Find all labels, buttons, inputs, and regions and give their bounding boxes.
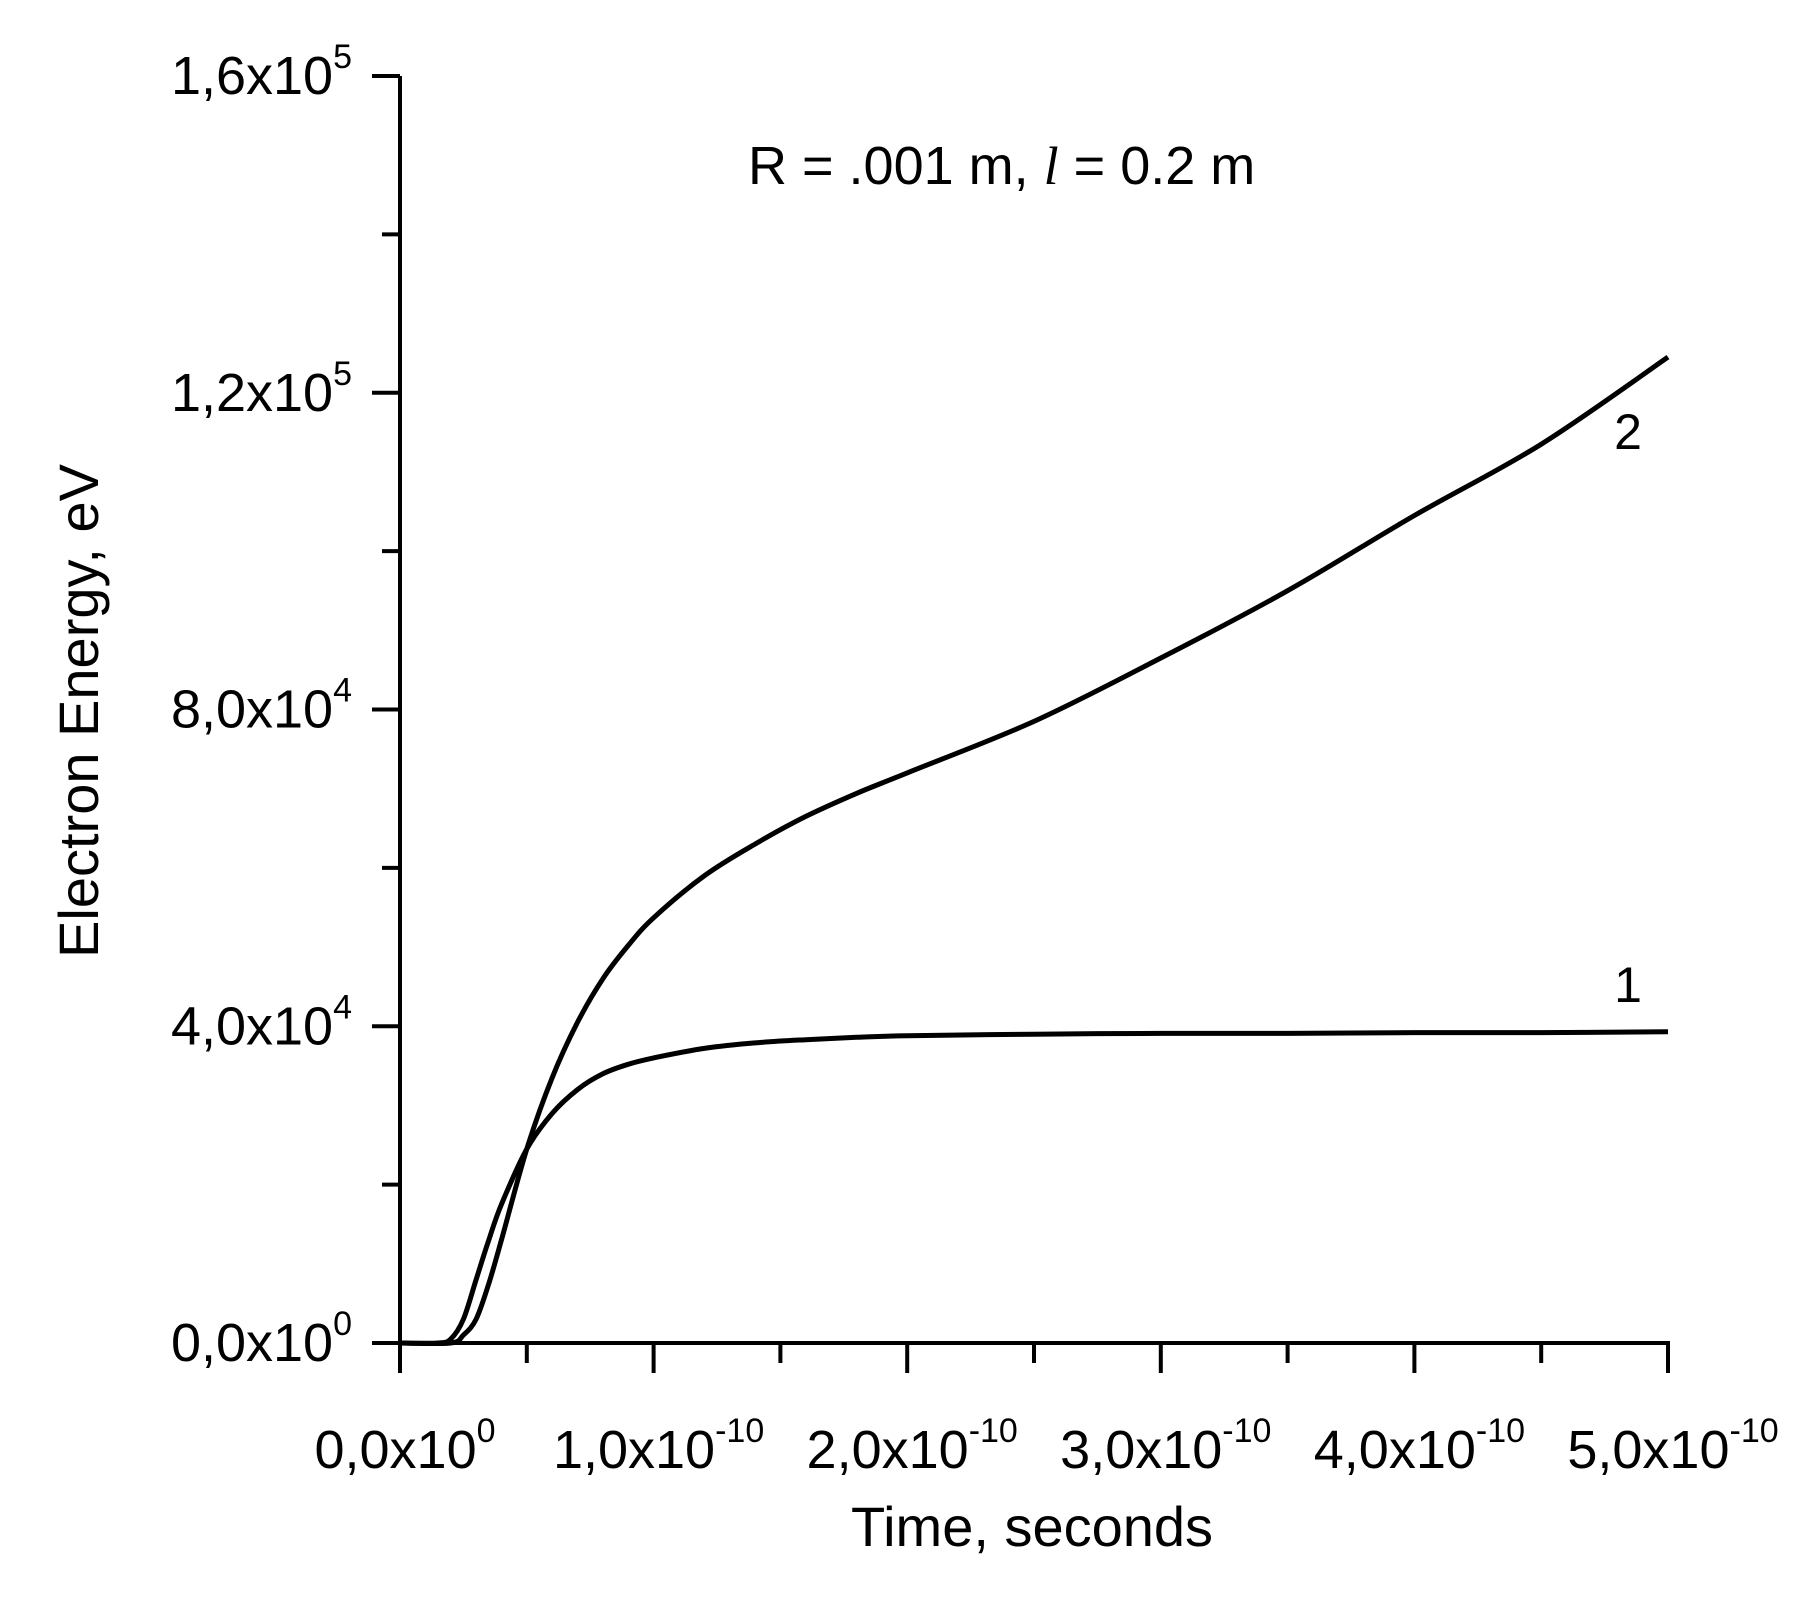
series-lines — [399, 355, 1670, 1347]
x-tick-label: 1,0x10-10 — [553, 1412, 764, 1480]
x-tick-label: 3,0x10-10 — [1060, 1412, 1271, 1480]
ticks — [372, 74, 1670, 1373]
tick-labels: 0,0x100 4,0x104 8,0x104 1,2x105 1,6x105 0,0x1… — [171, 38, 1779, 1480]
series-label-1: 1 — [1614, 957, 1642, 1013]
series-line-1 — [399, 1029, 1669, 1346]
x-tick-label: 4,0x10-10 — [1314, 1412, 1525, 1480]
axes — [398, 76, 1670, 1345]
annotation-text: R = .001 m, l = 0.2 m — [748, 136, 1255, 196]
series-label-2: 2 — [1614, 404, 1642, 460]
x-tick-label: 5,0x10-10 — [1567, 1412, 1778, 1480]
y-axis-title: Electron Energy, eV — [47, 463, 110, 958]
series-line-2 — [399, 355, 1670, 1347]
y-tick-label: 1,6x105 — [171, 38, 352, 106]
series-labels: 12 — [1614, 404, 1642, 1013]
y-tick-label: 8,0x104 — [171, 672, 352, 740]
x-tick-label: 0,0x100 — [314, 1412, 495, 1480]
x-tick-label: 2,0x10-10 — [807, 1412, 1018, 1480]
y-tick-label: 4,0x104 — [171, 988, 352, 1056]
x-axis-title: Time, seconds — [851, 1495, 1213, 1558]
y-tick-label: 1,2x105 — [171, 355, 352, 423]
y-tick-label: 0,0x100 — [171, 1305, 352, 1373]
